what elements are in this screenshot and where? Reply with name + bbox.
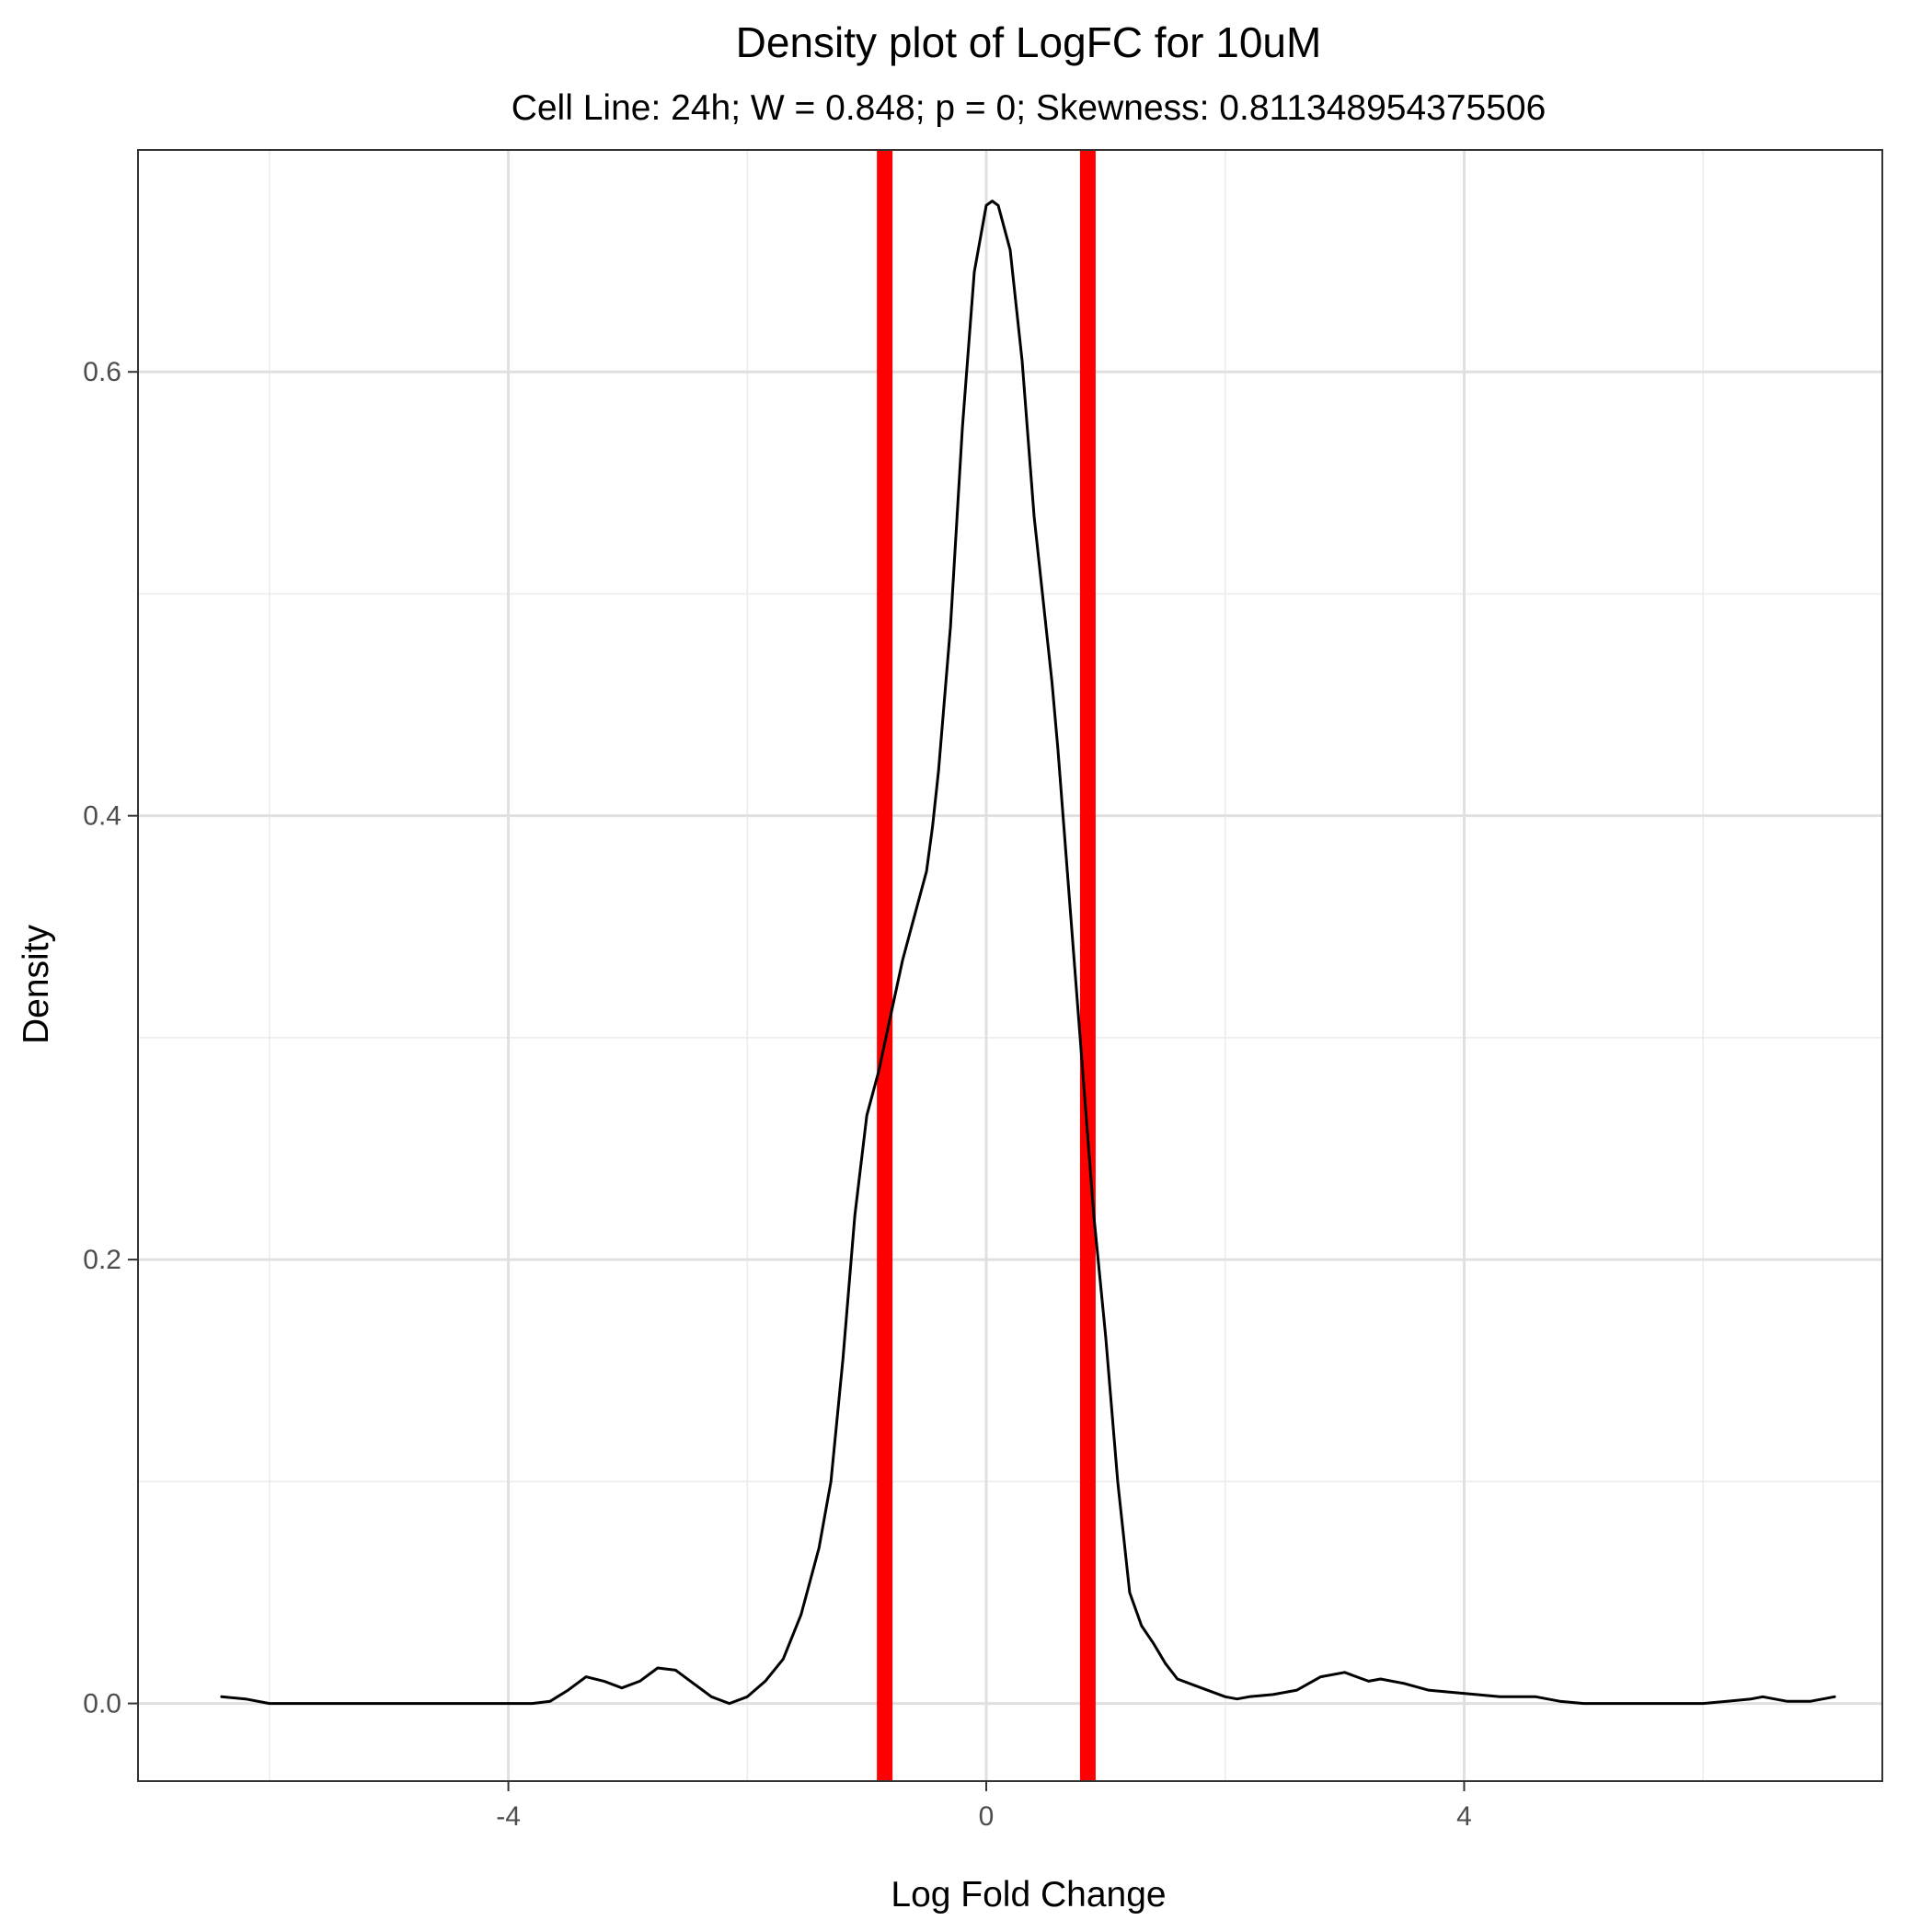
x-tick-label: 0 bbox=[979, 1801, 995, 1832]
y-tick-label: 0.6 bbox=[83, 357, 121, 387]
chart-title: Density plot of LogFC for 10uM bbox=[736, 18, 1322, 66]
chart-subtitle: Cell Line: 24h; W = 0.848; p = 0; Skewne… bbox=[512, 88, 1547, 128]
threshold-lines bbox=[877, 150, 1096, 1781]
y-tick-label: 0.4 bbox=[83, 801, 121, 832]
y-axis-label: Density bbox=[17, 924, 56, 1044]
x-tick-label: -4 bbox=[496, 1801, 521, 1832]
y-tick-label: 0.2 bbox=[83, 1245, 121, 1275]
x-tick-label: 4 bbox=[1456, 1801, 1472, 1832]
density-curve bbox=[220, 200, 1836, 1706]
y-tick-label: 0.0 bbox=[83, 1689, 121, 1719]
plot-panel-border bbox=[137, 149, 1883, 1782]
x-axis-label: Log Fold Change bbox=[891, 1875, 1166, 1915]
density-curve-layer bbox=[220, 200, 1836, 1706]
axis-ticks: -4 0 4 0.0 0.2 0.4 0.6 bbox=[83, 357, 1472, 1832]
